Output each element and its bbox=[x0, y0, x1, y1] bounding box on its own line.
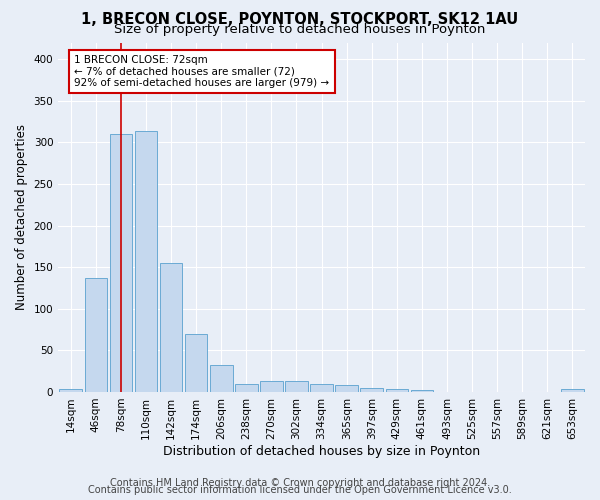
Text: 1 BRECON CLOSE: 72sqm
← 7% of detached houses are smaller (72)
92% of semi-detac: 1 BRECON CLOSE: 72sqm ← 7% of detached h… bbox=[74, 55, 329, 88]
X-axis label: Distribution of detached houses by size in Poynton: Distribution of detached houses by size … bbox=[163, 444, 480, 458]
Bar bbox=[85, 278, 107, 392]
Bar bbox=[335, 386, 358, 392]
Y-axis label: Number of detached properties: Number of detached properties bbox=[15, 124, 28, 310]
Bar bbox=[235, 384, 257, 392]
Bar bbox=[386, 390, 408, 392]
Bar bbox=[260, 381, 283, 392]
Bar bbox=[310, 384, 333, 392]
Bar bbox=[134, 130, 157, 392]
Text: 1, BRECON CLOSE, POYNTON, STOCKPORT, SK12 1AU: 1, BRECON CLOSE, POYNTON, STOCKPORT, SK1… bbox=[82, 12, 518, 28]
Text: Contains HM Land Registry data © Crown copyright and database right 2024.: Contains HM Land Registry data © Crown c… bbox=[110, 478, 490, 488]
Bar bbox=[110, 134, 132, 392]
Bar bbox=[410, 390, 433, 392]
Text: Contains public sector information licensed under the Open Government Licence v3: Contains public sector information licen… bbox=[88, 485, 512, 495]
Bar bbox=[59, 388, 82, 392]
Text: Size of property relative to detached houses in Poynton: Size of property relative to detached ho… bbox=[115, 22, 485, 36]
Bar bbox=[160, 263, 182, 392]
Bar bbox=[210, 366, 233, 392]
Bar bbox=[561, 390, 584, 392]
Bar bbox=[185, 334, 208, 392]
Bar bbox=[285, 381, 308, 392]
Bar bbox=[361, 388, 383, 392]
